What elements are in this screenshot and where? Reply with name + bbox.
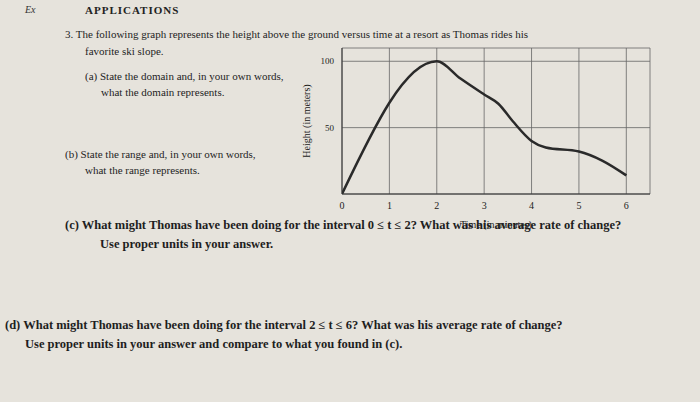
svg-text:6: 6	[624, 200, 629, 211]
svg-text:50: 50	[325, 123, 335, 133]
svg-text:100: 100	[321, 56, 335, 66]
svg-text:Height (in meters): Height (in meters)	[301, 84, 313, 157]
svg-text:5: 5	[576, 200, 581, 211]
svg-text:2: 2	[434, 200, 439, 211]
svg-text:1: 1	[387, 200, 392, 211]
svg-text:4: 4	[529, 200, 534, 211]
svg-text:0: 0	[340, 200, 345, 211]
svg-text:3: 3	[482, 200, 487, 211]
svg-text:Time (in minutes): Time (in minutes)	[460, 219, 532, 231]
